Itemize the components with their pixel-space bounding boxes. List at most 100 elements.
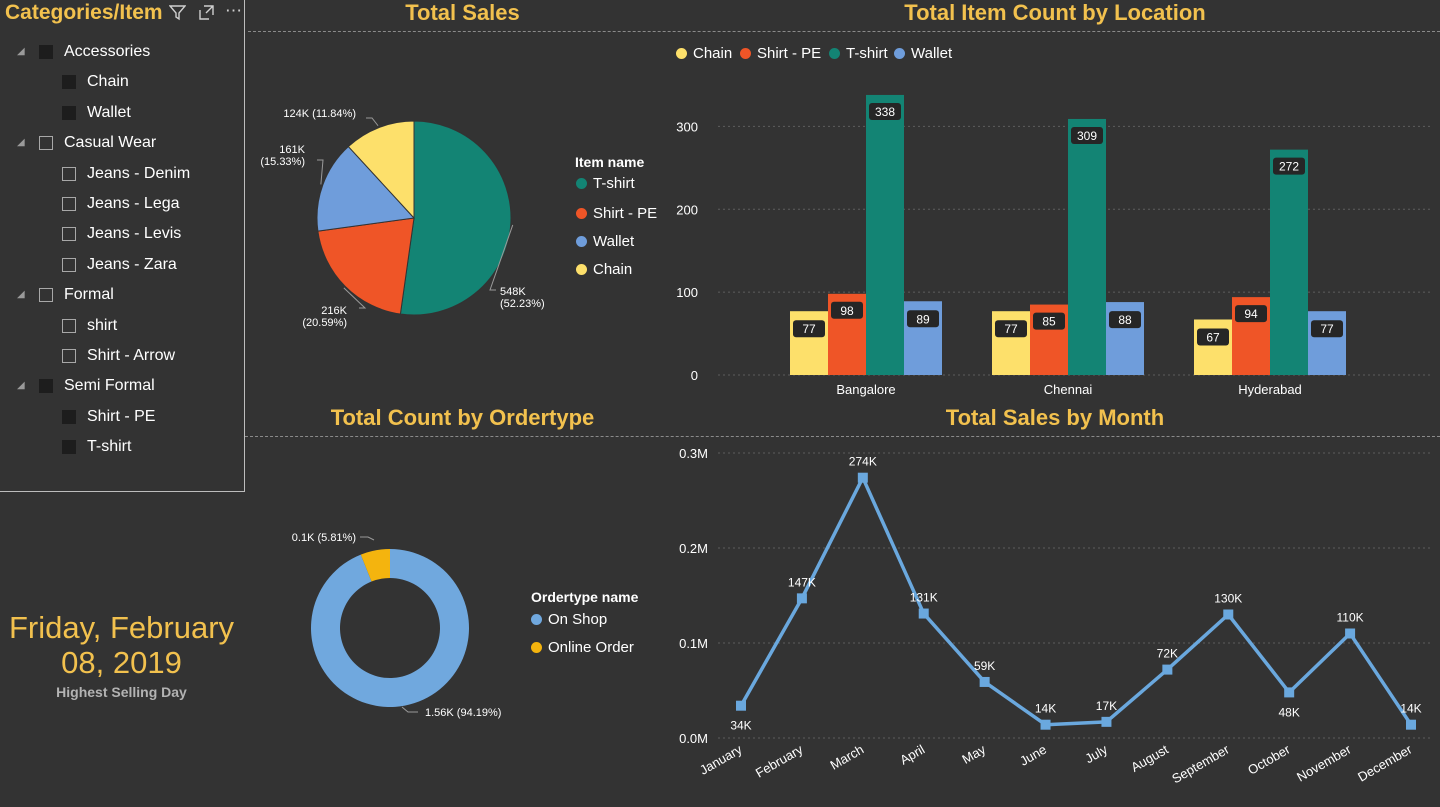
line-point-october	[1284, 687, 1295, 698]
pie-leader-line	[366, 117, 379, 127]
bar-y-tick: 0	[691, 368, 698, 383]
legend-item-t-shirt[interactable]: T-shirt	[829, 45, 888, 62]
line-x-tick: November	[1294, 741, 1354, 784]
pie-slice-shirt-pe	[317, 217, 415, 315]
slicer-item-shirt[interactable]: shirt	[0, 316, 240, 338]
slicer-item-semi-formal[interactable]: ◢ Semi Formal	[0, 376, 240, 398]
bar-label-bg	[907, 310, 939, 328]
legend-item-on-shop[interactable]: On Shop	[531, 611, 607, 628]
slicer-checkbox[interactable]	[62, 105, 76, 120]
legend-item-chain[interactable]: Chain	[676, 45, 732, 62]
item-count-title: Total Item Count by Location	[904, 0, 1206, 25]
slicer-checkbox[interactable]	[62, 75, 76, 90]
donut-data-label: 0.1K (5.81%)	[292, 532, 356, 544]
bar-x-tick: Chennai	[1044, 382, 1093, 397]
slicer-checkbox[interactable]	[39, 379, 53, 394]
legend-marker	[531, 642, 542, 653]
line-data-label: 14K	[1400, 702, 1421, 716]
line-point-may	[979, 676, 990, 687]
line-point-june	[1040, 719, 1051, 730]
expand-collapse-icon[interactable]: ◢	[17, 380, 25, 392]
ordertype-donut[interactable]: 1.56K (94.19%) 0.1K (5.81%)	[250, 520, 570, 730]
bar-data-label: 67	[1206, 330, 1220, 344]
line-data-label: 147K	[788, 575, 816, 589]
highest-selling-day-caption: Highest Selling Day	[56, 684, 187, 700]
pie-data-label: 124K (11.84%)	[283, 108, 356, 120]
legend-marker	[576, 236, 587, 247]
ordertype-legend-title: Ordertype name	[531, 589, 639, 605]
slicer-title: Categories/Item	[5, 1, 163, 24]
total-sales-pie[interactable]: 548K(52.23%) 216K(20.59%) 161K(15.33%) 124K…	[250, 90, 570, 350]
bar-x-tick: Hyderabad	[1238, 382, 1302, 397]
line-data-label: 59K	[974, 659, 995, 673]
pie-leader-line	[317, 159, 324, 185]
slicer-item-label: Casual Wear	[64, 134, 157, 152]
bar-data-label: 338	[875, 105, 895, 119]
slicer-item-jeans-lega[interactable]: Jeans - Lega	[0, 194, 240, 216]
slicer-item-label: Jeans - Levis	[87, 225, 182, 243]
legend-item-wallet[interactable]: Wallet	[576, 233, 634, 250]
slicer-checkbox[interactable]	[39, 288, 53, 303]
slicer-item-jeans-levis[interactable]: Jeans - Levis	[0, 224, 240, 246]
slicer-item-casual-wear[interactable]: ◢ Casual Wear	[0, 133, 240, 155]
slicer-item-formal[interactable]: ◢ Formal	[0, 285, 240, 307]
bar-y-tick: 200	[676, 202, 698, 217]
legend-item-shirt-pe[interactable]: Shirt - PE	[576, 205, 657, 222]
expand-collapse-icon[interactable]: ◢	[17, 289, 25, 301]
slicer-item-jeans-zara[interactable]: Jeans - Zara	[0, 255, 240, 277]
bar-data-label: 309	[1077, 129, 1097, 143]
slicer-checkbox[interactable]	[62, 197, 76, 211]
bar-data-label: 89	[916, 312, 930, 326]
legend-item-chain[interactable]: Chain	[576, 261, 632, 278]
more-options-icon[interactable]: ⋯	[225, 1, 243, 20]
bar-label-bg	[1273, 157, 1305, 175]
sales-month-line-chart[interactable]: 0.0M 0.1M 0.2M 0.3M 34K January 147K February 27…	[640, 440, 1440, 807]
bar-data-label: 98	[840, 304, 854, 318]
slicer-item-shirt-pe[interactable]: Shirt - PE	[0, 407, 240, 429]
slicer-checkbox[interactable]	[62, 227, 76, 242]
pie-leader-line	[343, 287, 367, 309]
line-point-february	[796, 593, 807, 604]
line-data-label: 110K	[1337, 611, 1364, 625]
category-slicer[interactable]: Categories/Item ⋯ ◢ Accessories Chain Walle…	[0, 0, 245, 492]
top-divider	[248, 31, 1440, 32]
slicer-item-label: Accessories	[64, 43, 151, 60]
legend-item-online-order[interactable]: Online Order	[531, 639, 634, 656]
slicer-checkbox[interactable]	[39, 136, 53, 151]
slicer-checkbox[interactable]	[62, 257, 76, 272]
line-x-tick: April	[897, 742, 927, 768]
slicer-checkbox[interactable]	[62, 318, 76, 333]
legend-item-wallet[interactable]: Wallet	[894, 45, 952, 62]
line-x-tick: June	[1017, 742, 1049, 769]
slicer-checkbox[interactable]	[62, 409, 76, 424]
bar-label-bg	[831, 301, 863, 319]
slicer-item-accessories[interactable]: ◢ Accessories	[0, 42, 240, 64]
expand-collapse-icon[interactable]: ◢	[17, 46, 25, 57]
slicer-item-jeans-denim[interactable]: Jeans - Denim	[0, 164, 240, 186]
slicer-checkbox[interactable]	[39, 45, 53, 59]
legend-label: Chain	[693, 45, 733, 62]
expand-collapse-icon[interactable]: ◢	[17, 137, 25, 149]
legend-item-t-shirt[interactable]: T-shirt	[576, 175, 635, 192]
pie-data-pct: (20.59%)	[302, 317, 347, 329]
focus-mode-icon[interactable]	[198, 4, 215, 25]
slicer-item-chain[interactable]: Chain	[0, 72, 240, 94]
item-count-bar-chart[interactable]: 0 100 200 300 77 98 338 89 Bangalore 77 85 309 88 Che…	[640, 80, 1440, 410]
line-point-january	[736, 700, 746, 711]
slicer-checkbox[interactable]	[62, 349, 76, 363]
line-point-august	[1162, 664, 1173, 675]
ordertype-title: Total Count by Ordertype	[330, 405, 595, 430]
line-data-label: 72K	[1157, 647, 1178, 661]
slicer-item-wallet[interactable]: Wallet	[0, 103, 240, 125]
filter-icon[interactable]	[168, 4, 187, 25]
line-point-november	[1345, 628, 1356, 639]
bar-data-label: 77	[1004, 322, 1018, 336]
donut-slice-online-order	[360, 549, 390, 582]
line-data-label: 274K	[849, 455, 877, 469]
slicer-checkbox[interactable]	[62, 440, 76, 455]
slicer-item-shirt-arrow[interactable]: Shirt - Arrow	[0, 346, 240, 368]
slicer-checkbox[interactable]	[62, 166, 76, 181]
legend-item-shirt-pe[interactable]: Shirt - PE	[740, 45, 821, 62]
pie-slice-chain	[347, 120, 415, 220]
slicer-item-t-shirt[interactable]: T-shirt	[0, 437, 240, 459]
